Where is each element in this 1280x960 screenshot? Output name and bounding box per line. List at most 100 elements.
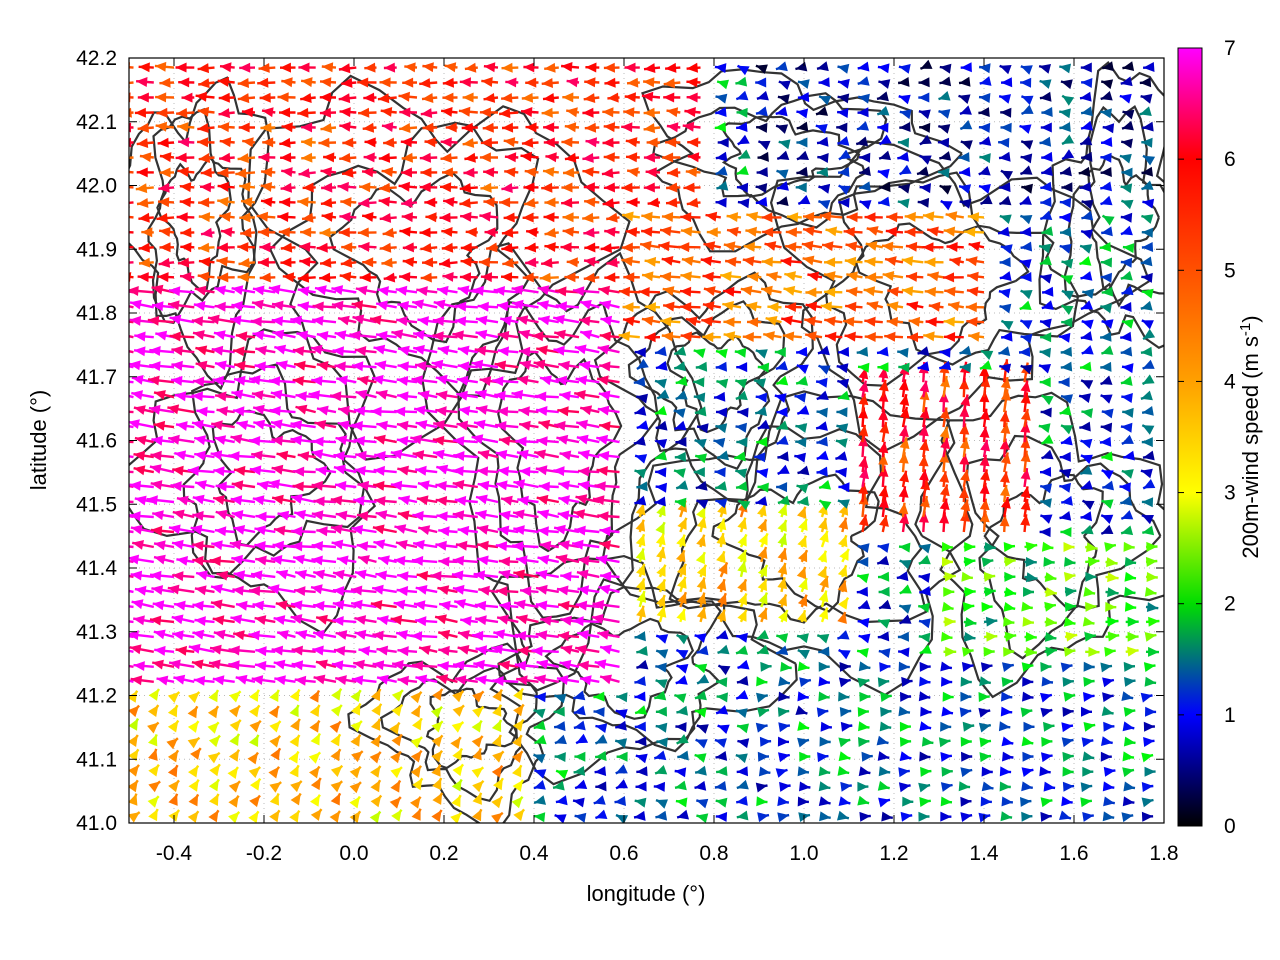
wind-vector-head	[270, 419, 283, 430]
wind-vector-head	[798, 550, 808, 563]
wind-vector-head	[230, 614, 243, 625]
wind-vector-head	[643, 152, 655, 163]
wind-vector-head	[233, 525, 246, 535]
wind-vector-head	[573, 720, 586, 731]
wind-vector-head	[377, 93, 390, 104]
wind-vector-head	[274, 675, 286, 686]
wind-vector-head	[227, 767, 238, 779]
wind-vector-head	[1040, 181, 1052, 192]
wind-vector-head	[251, 390, 264, 401]
wind-vector-head	[1142, 406, 1154, 416]
wind-vector-head	[129, 690, 138, 703]
wind-vector-head	[273, 615, 286, 625]
wind-vector-head	[137, 122, 149, 133]
wind-vector-head	[695, 480, 708, 491]
wind-vector-head	[595, 723, 608, 733]
wind-vector-head	[898, 782, 911, 793]
wind-vector-head	[535, 465, 548, 476]
wind-vector-head	[1100, 394, 1113, 404]
wind-vector-head	[452, 555, 465, 566]
wind-vector-head	[1141, 797, 1154, 808]
wind-vector-head	[696, 645, 709, 656]
wind-vector-head	[858, 661, 871, 672]
wind-vector-head	[636, 659, 649, 670]
wind-vector-head	[420, 108, 433, 118]
wind-vector-head	[1063, 691, 1076, 702]
wind-vector-head	[838, 597, 849, 610]
wind-vector-head	[480, 137, 492, 148]
wind-vector-head	[797, 594, 808, 607]
wind-vector-head	[575, 779, 588, 789]
wind-vector-head	[411, 375, 423, 386]
wind-vector-head	[166, 738, 178, 750]
wind-vector-head	[738, 500, 751, 511]
wind-vector-head	[942, 691, 954, 702]
wind-vector-head	[861, 751, 873, 762]
wind-vector-head	[666, 122, 679, 133]
wind-vector-head	[460, 256, 472, 267]
wind-vector-head	[735, 708, 748, 718]
wind-vector-head	[442, 272, 454, 282]
wind-vector-head	[1148, 616, 1160, 627]
wind-vector-head	[242, 137, 254, 148]
wind-vector-head	[757, 504, 767, 517]
wind-vector-head	[453, 436, 465, 447]
wind-vector-head	[1080, 244, 1093, 254]
wind-vector-head	[471, 720, 482, 733]
wind-vector-head	[799, 781, 811, 792]
wind-vector-head	[501, 495, 513, 506]
wind-vector-head	[486, 242, 498, 253]
wind-vector-head	[398, 345, 410, 356]
wind-vector-head	[158, 182, 170, 193]
wind-vector-head	[756, 436, 768, 447]
wind-vector-head	[776, 645, 789, 656]
wind-vector-head	[340, 257, 353, 268]
wind-vector-head	[540, 615, 552, 626]
wind-vector-head	[818, 646, 830, 657]
wind-vector-head	[839, 662, 851, 672]
wind-vector-head	[134, 346, 146, 357]
wind-vector-head	[237, 93, 250, 104]
wind-vector-head	[858, 633, 871, 644]
wind-vector-head	[534, 769, 547, 779]
wind-vector-head	[229, 749, 239, 762]
wind-vector-head	[796, 483, 809, 494]
wind-vector-head	[499, 197, 511, 208]
wind-vector-head	[604, 272, 616, 283]
wind-vector-head	[878, 648, 891, 658]
wind-vector-head	[231, 510, 244, 520]
wind-vector-head	[316, 526, 328, 537]
wind-vector-head	[656, 649, 669, 659]
wind-vector-head	[280, 242, 293, 253]
wind-vector-head	[920, 478, 931, 491]
wind-vector-head	[694, 753, 707, 763]
wind-vector-head	[980, 195, 993, 205]
wind-vector-head	[376, 300, 388, 311]
wind-vector-head	[278, 227, 290, 238]
wind-vector-head	[1121, 812, 1134, 823]
wind-vector-head	[564, 272, 576, 283]
wind-vector-head	[980, 439, 991, 452]
wind-vector-head	[237, 153, 249, 164]
wind-vector-head	[879, 662, 891, 672]
wind-vector-head	[757, 812, 769, 823]
wind-vector-head	[1041, 107, 1053, 117]
wind-vector-head	[577, 480, 590, 491]
wind-vector-head	[1062, 134, 1075, 144]
wind-vector-head	[983, 571, 996, 582]
wind-vector-head	[959, 487, 969, 499]
wind-vector-head	[133, 465, 146, 476]
wind-vector-head	[716, 518, 727, 531]
wind-vector-head	[636, 420, 649, 430]
wind-vector-head	[249, 720, 261, 733]
wind-vector-head	[906, 271, 918, 282]
wind-vector-head	[1019, 347, 1031, 357]
wind-vector-head	[233, 346, 245, 357]
wind-vector-head	[843, 226, 855, 237]
wind-vector-head	[130, 570, 143, 581]
wind-vector-head	[1141, 242, 1154, 252]
wind-vector-head	[1040, 122, 1052, 133]
wind-vector-head	[1123, 707, 1136, 717]
wind-vector-head	[655, 522, 665, 535]
wind-vector-head	[146, 495, 158, 506]
